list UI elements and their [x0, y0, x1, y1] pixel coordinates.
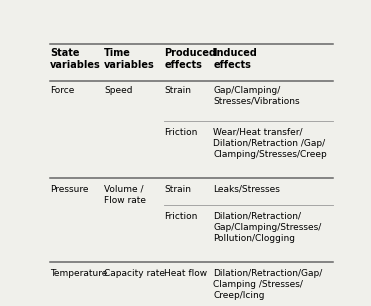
Text: Heat flow: Heat flow	[164, 269, 207, 278]
Text: Strain: Strain	[164, 86, 191, 95]
Text: Produced
effects: Produced effects	[164, 48, 216, 70]
Text: Wear/Heat transfer/
Dilation/Retraction /Gap/
Clamping/Stresses/Creep: Wear/Heat transfer/ Dilation/Retraction …	[213, 128, 327, 159]
Text: Dilation/Retraction/
Gap/Clamping/Stresses/
Pollution/Clogging: Dilation/Retraction/ Gap/Clamping/Stress…	[213, 211, 321, 243]
Text: State
variables: State variables	[50, 48, 101, 70]
Text: Friction: Friction	[164, 211, 198, 221]
Text: Temperature: Temperature	[50, 269, 107, 278]
Text: Force: Force	[50, 86, 74, 95]
Text: Induced
effects: Induced effects	[213, 48, 257, 70]
Text: Speed: Speed	[104, 86, 132, 95]
Text: Time
variables: Time variables	[104, 48, 155, 70]
Text: Leaks/Stresses: Leaks/Stresses	[213, 185, 280, 194]
Text: Capacity rate: Capacity rate	[104, 269, 165, 278]
Text: Strain: Strain	[164, 185, 191, 194]
Text: Pressure: Pressure	[50, 185, 88, 194]
Text: Friction: Friction	[164, 128, 198, 137]
Text: Gap/Clamping/
Stresses/Vibrations: Gap/Clamping/ Stresses/Vibrations	[213, 86, 300, 106]
Text: Dilation/Retraction/Gap/
Clamping /Stresses/
Creep/Icing: Dilation/Retraction/Gap/ Clamping /Stres…	[213, 269, 322, 300]
Text: Volume /
Flow rate: Volume / Flow rate	[104, 185, 146, 205]
